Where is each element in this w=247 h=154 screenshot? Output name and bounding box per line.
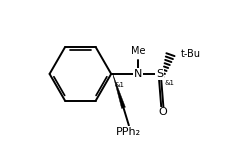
Text: S: S	[156, 69, 163, 79]
Text: PPh₂: PPh₂	[116, 127, 142, 137]
Polygon shape	[113, 74, 125, 108]
Text: &1: &1	[114, 82, 124, 88]
Text: N: N	[134, 69, 142, 79]
Text: t-Bu: t-Bu	[181, 49, 201, 59]
Text: Me: Me	[131, 46, 145, 56]
Text: &1: &1	[165, 80, 175, 86]
Text: O: O	[158, 107, 167, 117]
